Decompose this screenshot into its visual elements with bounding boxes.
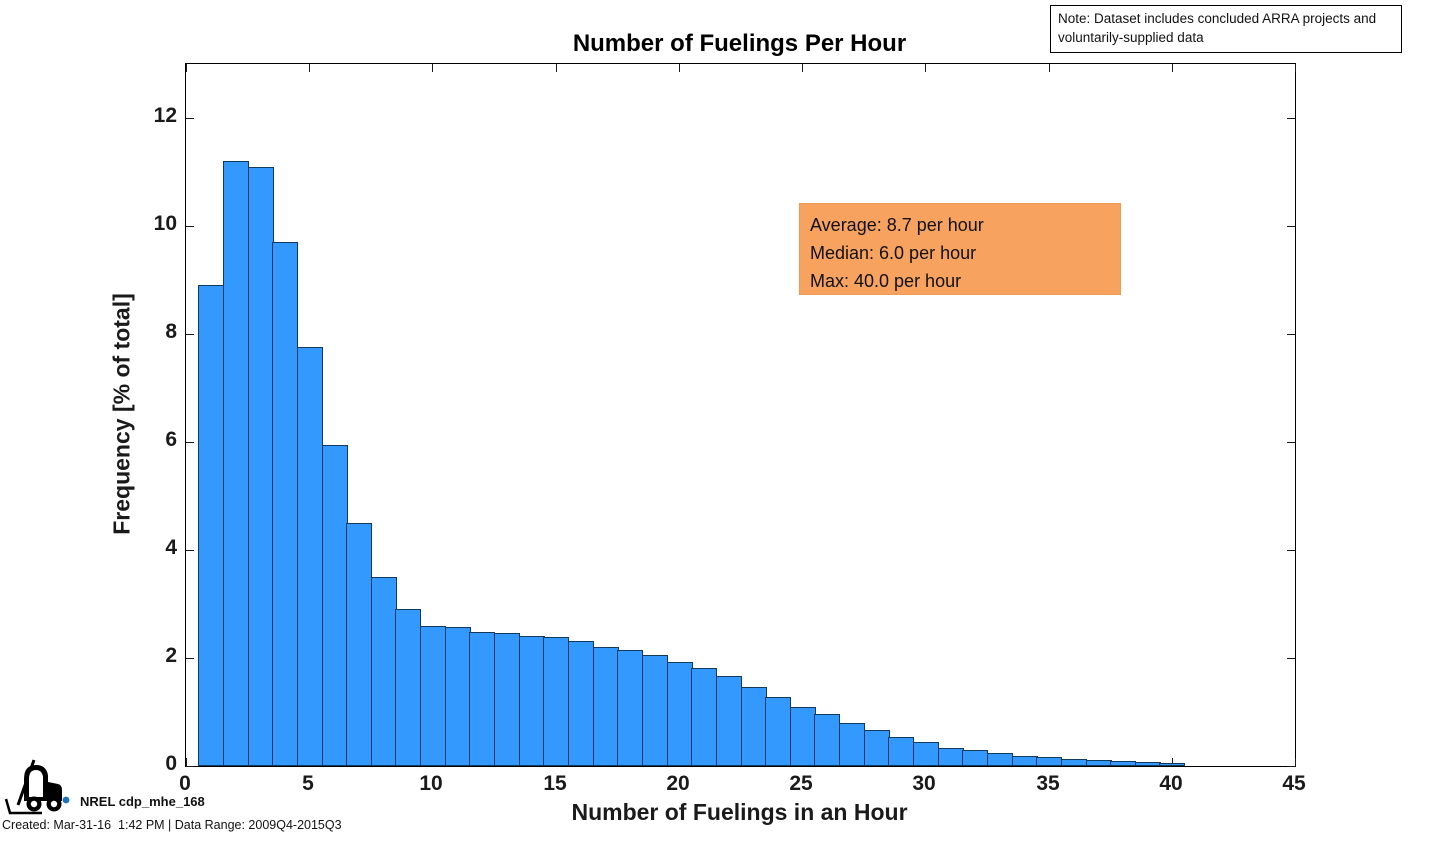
- histogram-bar: [1110, 761, 1136, 766]
- y-axis-tick: [1287, 118, 1295, 119]
- histogram-bar: [1036, 757, 1062, 766]
- plot-area: [185, 63, 1296, 767]
- y-axis-tick: [186, 550, 194, 551]
- histogram-bar: [962, 750, 988, 766]
- x-axis-tick: [1049, 64, 1050, 72]
- x-tick-label: 15: [543, 772, 567, 795]
- histogram-bar: [765, 697, 791, 766]
- stat-average: Average: 8.7 per hour: [810, 215, 984, 235]
- histogram-bar: [642, 655, 668, 766]
- y-axis-tick: [186, 118, 194, 119]
- histogram-bar: [716, 676, 742, 766]
- histogram-bar: [297, 347, 323, 766]
- histogram-bar: [888, 737, 914, 766]
- chart-title: Number of Fuelings Per Hour: [572, 30, 907, 57]
- y-axis-tick: [186, 658, 194, 659]
- histogram-bar: [1135, 762, 1161, 766]
- y-axis-tick: [1287, 550, 1295, 551]
- histogram-bar: [371, 577, 397, 766]
- stat-max: Max: 40.0 per hour: [810, 271, 962, 291]
- histogram-bar: [1012, 756, 1038, 766]
- x-tick-label: 25: [789, 772, 813, 795]
- note-box: Note: Dataset includes concluded ARRA pr…: [1050, 5, 1402, 53]
- y-tick-label: 0: [165, 752, 177, 775]
- y-tick-label: 8: [165, 320, 177, 343]
- x-axis-tick: [432, 64, 433, 72]
- stat-median: Median: 6.0 per hour: [810, 243, 977, 263]
- x-tick-label: 30: [912, 772, 936, 795]
- histogram-bar: [223, 161, 249, 766]
- x-axis-tick: [925, 64, 926, 72]
- histogram-bar: [987, 753, 1013, 766]
- histogram-bar: [593, 647, 619, 766]
- histogram-bar: [1086, 760, 1112, 766]
- histogram-bar: [519, 636, 545, 766]
- y-axis-tick: [186, 226, 194, 227]
- histogram-bar: [346, 523, 372, 766]
- x-tick-label: 5: [302, 772, 314, 795]
- y-axis-tick: [186, 334, 194, 335]
- x-tick-label: 10: [419, 772, 443, 795]
- x-axis-tick: [309, 64, 310, 72]
- x-tick-label: 40: [1159, 772, 1183, 795]
- y-axis-tick: [186, 766, 194, 767]
- y-axis-tick: [1287, 442, 1295, 443]
- x-axis-tick: [1295, 64, 1296, 72]
- y-tick-label: 12: [153, 104, 177, 127]
- note-line: Note: Dataset includes concluded ARRA pr…: [1058, 11, 1377, 26]
- stats-annotation-box: Average: 8.7 per hour Median: 6.0 per ho…: [799, 203, 1121, 295]
- histogram-bar: [667, 662, 693, 766]
- histogram-bar: [790, 707, 816, 766]
- histogram-bar: [864, 730, 890, 766]
- histogram-bar: [1159, 763, 1185, 766]
- x-axis-tick: [1295, 758, 1296, 766]
- histogram-bar: [543, 637, 569, 766]
- y-tick-label: 4: [165, 536, 177, 559]
- x-tick-label: 20: [666, 772, 690, 795]
- histogram-bar: [272, 242, 298, 766]
- x-axis-label: Number of Fuelings in an Hour: [571, 799, 908, 825]
- y-axis-tick: [186, 442, 194, 443]
- x-axis-tick: [186, 758, 187, 766]
- histogram-bar: [469, 632, 495, 766]
- nrel-forklift-logo-icon: [4, 757, 76, 822]
- x-axis-tick: [556, 64, 557, 72]
- created-data-range-label: Created: Mar-31-16 1:42 PM | Data Range:…: [2, 818, 342, 832]
- histogram-bar: [741, 687, 767, 766]
- y-axis-tick: [1287, 658, 1295, 659]
- note-line: voluntarily-supplied data: [1058, 29, 1204, 45]
- histogram-bar: [938, 748, 964, 766]
- y-axis-label: Frequency [% of total]: [108, 293, 135, 535]
- x-tick-label: 0: [179, 772, 191, 795]
- x-axis-tick: [679, 64, 680, 72]
- histogram-bar: [839, 723, 865, 766]
- y-axis-tick: [1287, 334, 1295, 335]
- histogram-bar: [691, 668, 717, 766]
- histogram-bar: [445, 627, 471, 766]
- histogram-bar: [322, 445, 348, 766]
- x-tick-label: 35: [1036, 772, 1060, 795]
- y-axis-tick: [1287, 226, 1295, 227]
- histogram-bar: [913, 742, 939, 766]
- x-axis-tick: [1172, 64, 1173, 72]
- x-axis-tick: [1172, 758, 1173, 766]
- histogram-bar: [395, 609, 421, 766]
- y-tick-label: 6: [165, 428, 177, 451]
- histogram-bar: [248, 167, 274, 766]
- histogram-bar: [617, 650, 643, 766]
- histogram-bar: [1061, 759, 1087, 766]
- x-axis-tick: [802, 64, 803, 72]
- histogram-bar: [420, 626, 446, 766]
- x-tick-label: 45: [1282, 772, 1306, 795]
- y-axis-tick: [1287, 766, 1295, 767]
- dataset-id-label: NREL cdp_mhe_168: [80, 794, 205, 809]
- histogram-bar: [568, 641, 594, 766]
- histogram-bar: [814, 714, 840, 766]
- histogram-bar: [198, 285, 224, 766]
- y-tick-label: 2: [165, 644, 177, 667]
- y-tick-label: 10: [153, 212, 177, 235]
- x-axis-tick: [186, 64, 187, 72]
- histogram-bar: [494, 633, 520, 766]
